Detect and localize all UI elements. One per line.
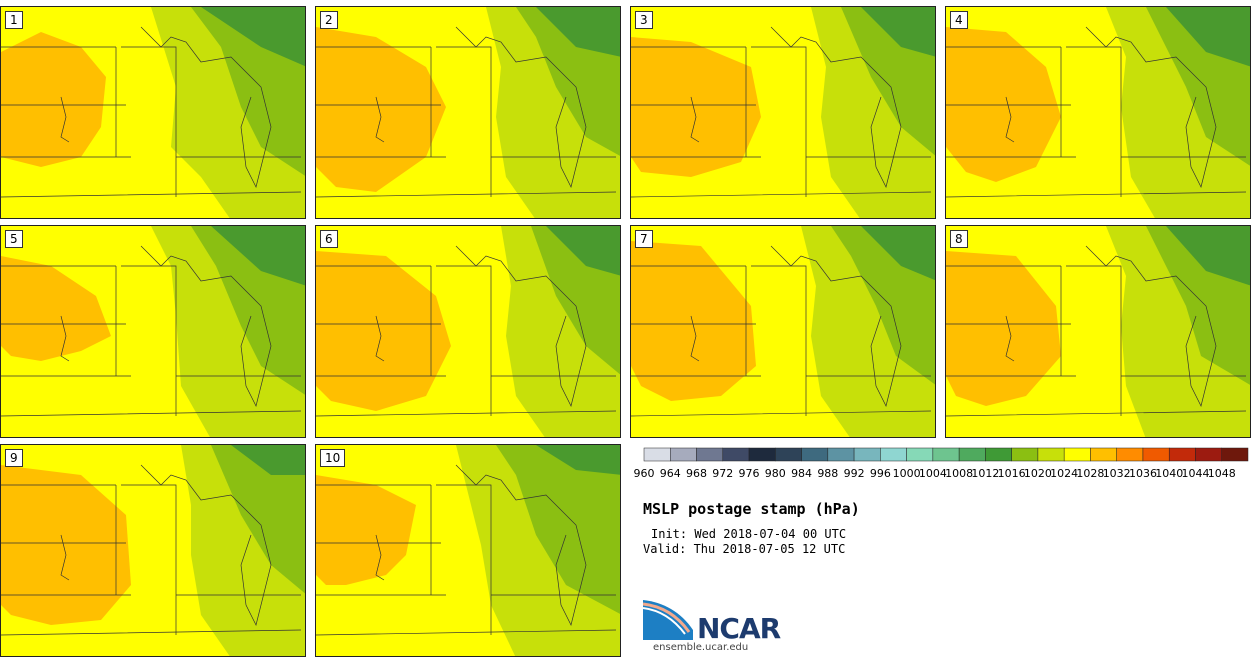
colorbar-swatch bbox=[880, 447, 907, 462]
colorbar-tick-label: 1024 bbox=[1050, 467, 1079, 480]
colorbar-swatch bbox=[1116, 447, 1144, 462]
ensemble-member-panel: 6 bbox=[315, 225, 621, 438]
colorbar-swatch bbox=[827, 447, 855, 462]
pressure-map bbox=[631, 7, 935, 218]
colorbar-tick-label: 988 bbox=[817, 467, 839, 480]
ensemble-member-panel: 7 bbox=[630, 225, 936, 438]
colorbar-tick-label: 976 bbox=[738, 467, 760, 480]
member-number: 2 bbox=[320, 11, 338, 29]
init-time: Init: Wed 2018-07-04 00 UTC bbox=[651, 527, 847, 541]
colorbar-swatch bbox=[1090, 447, 1117, 462]
colorbar-tick-label: 992 bbox=[843, 467, 865, 480]
ncar-logo-icon bbox=[643, 600, 693, 640]
colorbar-tick-label: 1040 bbox=[1155, 467, 1184, 480]
pressure-map bbox=[1, 445, 305, 656]
colorbar-tick-label: 1008 bbox=[945, 467, 974, 480]
colorbar-tick-label: 972 bbox=[712, 467, 734, 480]
colorbar-swatch bbox=[932, 447, 960, 462]
pressure-map bbox=[946, 7, 1250, 218]
colorbar-swatch bbox=[1142, 447, 1170, 462]
member-number: 5 bbox=[5, 230, 23, 248]
ensemble-member-panel: 2 bbox=[315, 6, 621, 219]
colorbar-tick-label: 1044 bbox=[1181, 467, 1210, 480]
member-number: 1 bbox=[5, 11, 23, 29]
colorbar-tick-label: 980 bbox=[764, 467, 786, 480]
colorbar-tick-label: 1036 bbox=[1128, 467, 1157, 480]
colorbar-swatch bbox=[801, 447, 829, 462]
colorbar-swatch bbox=[775, 447, 802, 462]
site-url[interactable]: ensemble.ucar.edu bbox=[653, 642, 749, 653]
member-number: 3 bbox=[635, 11, 653, 29]
ensemble-member-panel: 1 bbox=[0, 6, 306, 219]
ensemble-member-panel: 3 bbox=[630, 6, 936, 219]
colorbar-tick-label: 1012 bbox=[971, 467, 1000, 480]
colorbar-tick-label: 960 bbox=[633, 467, 655, 480]
ensemble-member-panel: 5 bbox=[0, 225, 306, 438]
colorbar-swatch bbox=[958, 447, 986, 462]
colorbar-swatch bbox=[748, 447, 776, 462]
member-number: 9 bbox=[5, 449, 23, 467]
valid-time: Valid: Thu 2018-07-05 12 UTC bbox=[643, 542, 846, 556]
ncar-logo-text: NCAR bbox=[697, 612, 781, 645]
ensemble-member-panel: 4 bbox=[945, 6, 1251, 219]
ensemble-member-panel: 8 bbox=[945, 225, 1251, 438]
colorbar-swatch bbox=[1168, 447, 1196, 462]
colorbar-tick-label: 1004 bbox=[918, 467, 947, 480]
ensemble-member-panel: 9 bbox=[0, 444, 306, 657]
colorbar-swatch bbox=[1037, 447, 1065, 462]
pressure-map bbox=[316, 226, 620, 437]
pressure-map bbox=[631, 226, 935, 437]
member-number: 7 bbox=[635, 230, 653, 248]
colorbar-tick-label: 1032 bbox=[1102, 467, 1131, 480]
colorbar-swatch bbox=[1011, 447, 1039, 462]
colorbar-tick-label: 1028 bbox=[1076, 467, 1105, 480]
colorbar-swatch bbox=[906, 447, 934, 462]
colorbar-swatch bbox=[670, 447, 697, 462]
pressure-map bbox=[316, 7, 620, 218]
colorbar-swatch bbox=[1063, 447, 1091, 462]
colorbar-tick-label: 1016 bbox=[997, 467, 1026, 480]
colorbar-swatch bbox=[643, 447, 671, 462]
pressure-map bbox=[1, 7, 305, 218]
colorbar-tick-label: 1000 bbox=[892, 467, 921, 480]
member-number: 10 bbox=[320, 449, 346, 467]
colorbar-tick-label: 964 bbox=[659, 467, 681, 480]
ensemble-member-panel: 10 bbox=[315, 444, 621, 657]
colorbar-tick-label: 996 bbox=[869, 467, 891, 480]
pressure-map bbox=[316, 445, 620, 656]
colorbar-tick-label: 984 bbox=[791, 467, 813, 480]
member-number: 6 bbox=[320, 230, 338, 248]
colorbar-swatch bbox=[985, 447, 1012, 462]
member-number: 4 bbox=[950, 11, 968, 29]
colorbar-swatch bbox=[722, 447, 750, 462]
colorbar-tick-label: 1020 bbox=[1023, 467, 1052, 480]
colorbar-tick-label: 968 bbox=[686, 467, 708, 480]
colorbar-swatch bbox=[1195, 447, 1222, 462]
colorbar-swatch bbox=[1221, 447, 1249, 462]
colorbar-swatch bbox=[853, 447, 881, 462]
member-number: 8 bbox=[950, 230, 968, 248]
pressure-colorbar bbox=[643, 447, 1249, 462]
colorbar-swatch bbox=[696, 447, 724, 462]
figure-title: MSLP postage stamp (hPa) bbox=[643, 500, 860, 518]
colorbar-tick-label: 1048 bbox=[1207, 467, 1236, 480]
pressure-map bbox=[1, 226, 305, 437]
pressure-map bbox=[946, 226, 1250, 437]
